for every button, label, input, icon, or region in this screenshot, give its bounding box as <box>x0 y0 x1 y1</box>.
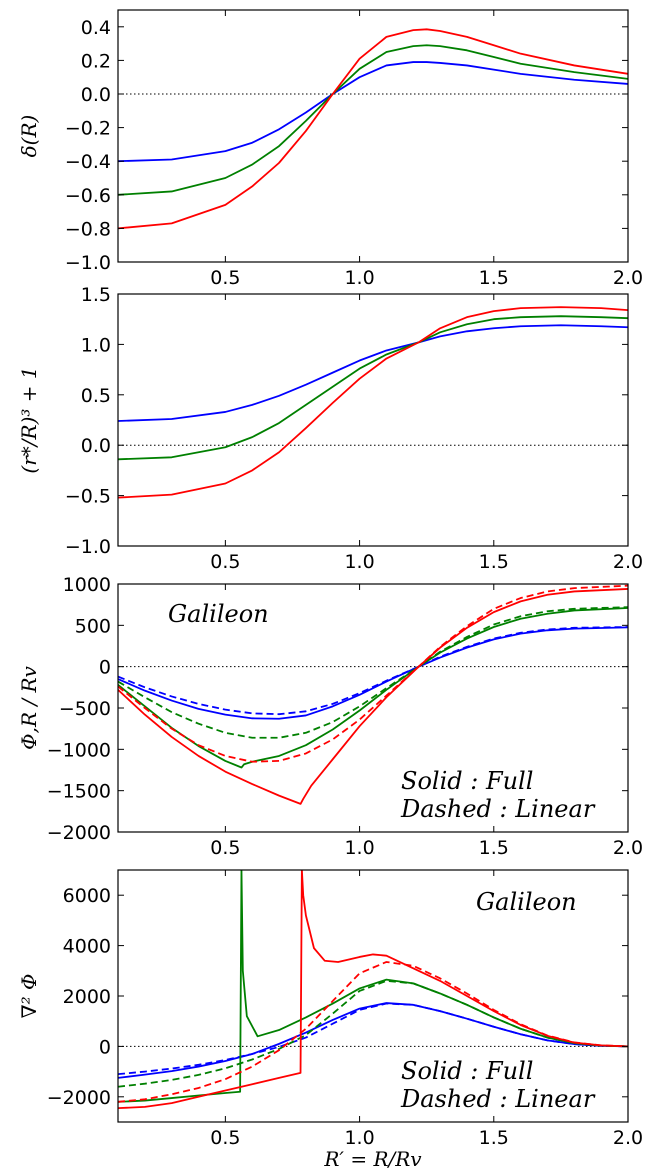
x-tick-label: 0.5 <box>210 1127 240 1149</box>
y-tick-label: −1500 <box>47 781 111 803</box>
y-tick-label: −1.0 <box>65 536 111 558</box>
annotation-text: Solid : Full <box>401 1057 533 1085</box>
series-group <box>118 584 628 805</box>
series-group <box>118 28 628 230</box>
series-line-red-solid <box>118 588 628 805</box>
y-tick-label: 500 <box>75 615 111 637</box>
y-axis-label: ∇² Φ <box>17 974 41 1019</box>
x-tick-label: 1.5 <box>479 837 509 859</box>
x-tick-label: 1.0 <box>344 267 374 289</box>
y-tick-label: −0.8 <box>65 218 111 240</box>
y-tick-label: 0.5 <box>81 385 111 407</box>
annotation-text: Solid : Full <box>401 767 533 795</box>
y-tick-label: 1.0 <box>81 334 111 356</box>
y-tick-label: −0.4 <box>65 151 111 173</box>
series-line-red-dashed <box>118 961 628 1103</box>
x-tick-label: 0.5 <box>210 551 240 573</box>
series-line-green-dashed <box>118 979 628 1088</box>
x-tick-label: 1.5 <box>479 1127 509 1149</box>
x-tick-label: 2.0 <box>613 837 643 859</box>
y-tick-label: −500 <box>59 698 111 720</box>
y-tick-label: 6000 <box>63 885 111 907</box>
y-axis-label: (r*/R)³ + 1 <box>17 366 41 473</box>
series-line-green-solid <box>118 607 628 769</box>
y-axis-label: δ(R) <box>17 115 41 158</box>
series-line-blue-solid <box>118 61 628 163</box>
chart-panel-3: 0.5 1.0 1.5 2.0 −2000 −1500 −1000 −500 0 500 1000 Φ… <box>17 574 643 859</box>
x-tick-label: 1.5 <box>479 551 509 573</box>
annotation-text: Dashed : Linear <box>400 795 596 823</box>
y-tick-label: −1000 <box>47 739 111 761</box>
y-tick-label: −2000 <box>47 1087 111 1109</box>
y-axis-label: Φ,R / Rv <box>17 665 41 749</box>
annotation-text: Galileon <box>168 600 269 628</box>
series-line-red-solid <box>118 28 628 230</box>
y-tick-label: −1.0 <box>65 252 111 274</box>
x-tick-label: 2.0 <box>613 267 643 289</box>
x-tick-label: 1.0 <box>344 837 374 859</box>
series-line-blue-solid <box>118 1002 628 1079</box>
y-tick-label: 0.0 <box>81 435 111 457</box>
chart-panel-1: 0.5 1.0 1.5 2.0 −1.0 −0.8 −0.6 −0.4 −0.2 0.0 0.2 0.… <box>17 9 643 289</box>
x-tick-label: 1.0 <box>344 551 374 573</box>
x-tick-label: 0.5 <box>210 267 240 289</box>
y-tick-label: 1.5 <box>81 284 111 306</box>
y-tick-label: 1000 <box>63 574 111 596</box>
x-tick-label: 2.0 <box>613 551 643 573</box>
y-tick-label: −0.6 <box>65 185 111 207</box>
series-line-red-solid <box>118 306 628 499</box>
annotation-text: Dashed : Linear <box>400 1085 596 1113</box>
y-tick-label: −0.5 <box>65 486 111 508</box>
y-tick-label: 0 <box>99 657 111 679</box>
y-tick-label: 0.4 <box>81 17 111 39</box>
plot-frame <box>117 293 629 547</box>
y-tick-label: 0.2 <box>81 50 111 72</box>
x-axis-label: R′ = R/Rv <box>323 1147 422 1170</box>
y-tick-label: 0.0 <box>81 84 111 106</box>
series-line-blue-solid <box>118 324 628 422</box>
series-line-green-dashed <box>118 606 628 739</box>
x-tick-label: 0.5 <box>210 837 240 859</box>
x-tick-label: 2.0 <box>613 1127 643 1149</box>
series-group <box>118 870 628 1110</box>
chart-panel-2: 0.5 1.0 1.5 2.0 −1.0 −0.5 0.0 0.5 1.0 1.5 (r*/R)³ … <box>17 284 643 573</box>
series-line-red-dashed <box>118 584 628 763</box>
series-line-blue-solid <box>118 626 628 720</box>
annotation-text: Galileon <box>476 888 577 916</box>
plot-frame <box>117 9 629 263</box>
x-tick-label: 1.0 <box>344 1127 374 1149</box>
chart-panel-4: 0.5 1.0 1.5 2.0 −2000 0 2000 4000 6000 ∇² Φ R′ = R… <box>17 869 643 1170</box>
series-line-red-solid <box>118 870 628 1110</box>
series-line-green-solid <box>118 870 628 1103</box>
series-line-green-solid <box>118 44 628 196</box>
series-group <box>118 306 628 499</box>
y-tick-label: 4000 <box>63 936 111 958</box>
y-tick-label: 0 <box>99 1036 111 1058</box>
y-tick-label: −0.2 <box>65 118 111 140</box>
y-tick-label: −2000 <box>47 822 111 844</box>
y-tick-label: 2000 <box>63 986 111 1008</box>
series-line-green-solid <box>118 315 628 461</box>
x-tick-label: 1.5 <box>479 267 509 289</box>
